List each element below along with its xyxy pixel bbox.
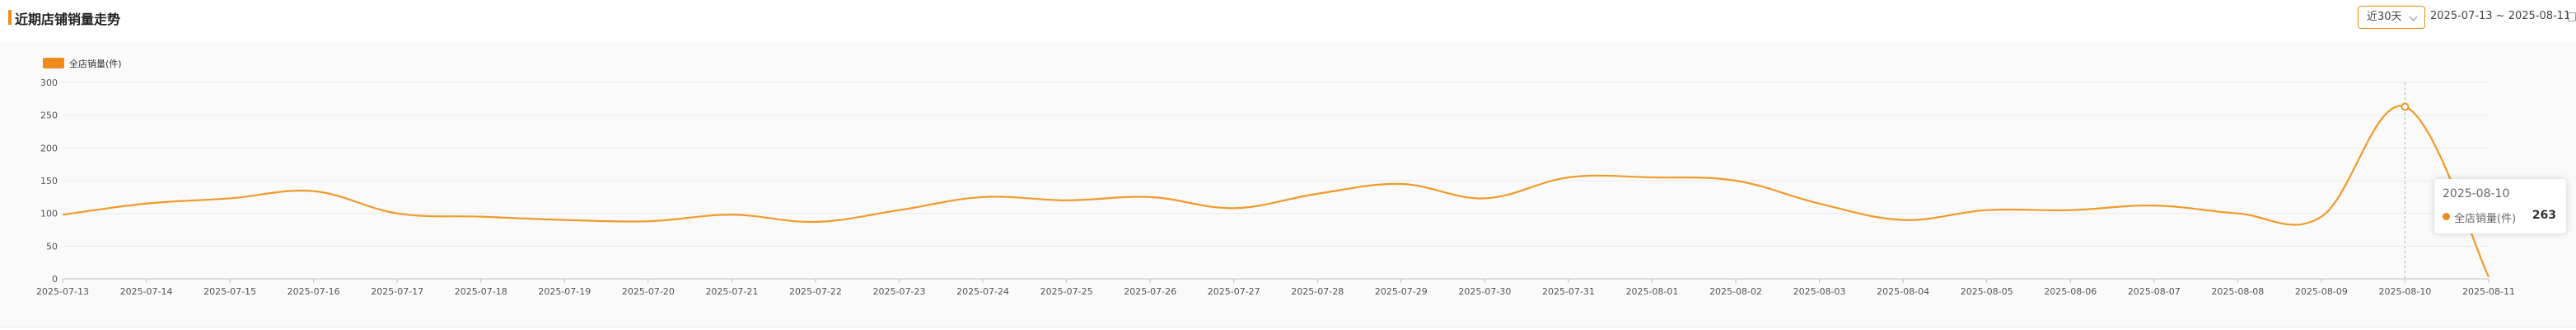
x-tick-label: 2025-08-04 bbox=[1877, 286, 1929, 297]
calendar-icon[interactable] bbox=[2568, 12, 2576, 21]
y-tick-label: 100 bbox=[40, 209, 58, 219]
x-tick-label: 2025-07-20 bbox=[622, 286, 675, 297]
date-range-picker[interactable]: 2025-07-13 ~ 2025-08-11 bbox=[2430, 10, 2571, 22]
chart-area: 0 50 100 150 200 250 300 2025-07-13 2025-07-14 2… bbox=[0, 41, 2576, 327]
y-tick-label: 0 bbox=[52, 274, 58, 285]
x-tick-label: 2025-07-14 bbox=[120, 286, 173, 297]
x-tick-label: 2025-07-27 bbox=[1208, 286, 1260, 297]
y-tick-label: 50 bbox=[46, 241, 58, 252]
x-tick-label: 2025-07-15 bbox=[203, 286, 256, 297]
x-tick-label: 2025-08-08 bbox=[2211, 286, 2264, 297]
hover-point[interactable] bbox=[2401, 102, 2410, 111]
tooltip-value: 263 bbox=[2532, 209, 2556, 222]
x-tick-label: 2025-08-06 bbox=[2044, 286, 2097, 297]
x-tick-label: 2025-07-13 bbox=[36, 286, 89, 297]
x-tick-label: 2025-07-25 bbox=[1040, 286, 1093, 297]
x-tick-label: 2025-08-01 bbox=[1626, 286, 1679, 297]
series-line bbox=[62, 105, 2490, 278]
x-tick-label: 2025-08-11 bbox=[2462, 286, 2515, 297]
y-tick-label: 250 bbox=[40, 111, 58, 121]
y-tick-label: 200 bbox=[40, 143, 58, 153]
x-tick-label: 2025-07-18 bbox=[455, 286, 507, 297]
x-tick-label: 2025-07-30 bbox=[1458, 286, 1511, 297]
panel-bottom-divider bbox=[0, 327, 2576, 328]
x-tick-label: 2025-07-16 bbox=[288, 286, 340, 297]
title-accent-bar bbox=[8, 10, 12, 25]
panel-header: 近期店铺销量走势 近30天 2025-07-13 ~ 2025-08-11 bbox=[0, 0, 2576, 40]
range-select[interactable]: 近30天 bbox=[2358, 6, 2425, 29]
legend-swatch bbox=[43, 58, 64, 68]
x-tick-label: 2025-08-09 bbox=[2295, 286, 2348, 297]
x-tick-label: 2025-07-31 bbox=[1542, 286, 1595, 297]
chevron-down-icon bbox=[2409, 12, 2418, 21]
x-tick-label: 2025-08-10 bbox=[2378, 286, 2431, 297]
x-tick-label: 2025-07-29 bbox=[1375, 286, 1428, 297]
x-tick-label: 2025-07-28 bbox=[1291, 286, 1344, 297]
x-tick-label: 2025-08-05 bbox=[1961, 286, 2013, 297]
chart-tooltip: 2025-08-10 全店销量(件) 263 bbox=[2434, 179, 2566, 233]
y-tick-label: 300 bbox=[40, 78, 58, 88]
x-tick-label: 2025-07-17 bbox=[371, 286, 423, 297]
y-tick-label: 150 bbox=[40, 176, 58, 186]
tooltip-series-dot bbox=[2443, 213, 2450, 220]
x-tick-label: 2025-07-23 bbox=[873, 286, 926, 297]
legend-label[interactable]: 全店销量(件) bbox=[69, 58, 122, 69]
x-tick-label: 2025-07-26 bbox=[1124, 286, 1176, 297]
x-tick-label: 2025-07-22 bbox=[789, 286, 842, 297]
x-tick-label: 2025-07-24 bbox=[956, 286, 1009, 297]
range-select-label: 近30天 bbox=[2367, 11, 2402, 23]
tooltip-series-name: 全店销量(件) bbox=[2454, 213, 2517, 225]
tooltip-date: 2025-08-10 bbox=[2443, 187, 2510, 200]
sales-line-chart: 0 50 100 150 200 250 300 2025-07-13 2025-07-14 2… bbox=[36, 58, 2515, 297]
x-tick-label: 2025-08-07 bbox=[2128, 286, 2181, 297]
x-tick-label: 2025-08-03 bbox=[1793, 286, 1846, 297]
x-tick-label: 2025-08-02 bbox=[1709, 286, 1762, 297]
x-tick-label: 2025-07-21 bbox=[705, 286, 758, 297]
x-tick-label: 2025-07-19 bbox=[538, 286, 591, 297]
panel-title: 近期店铺销量走势 bbox=[15, 12, 121, 27]
